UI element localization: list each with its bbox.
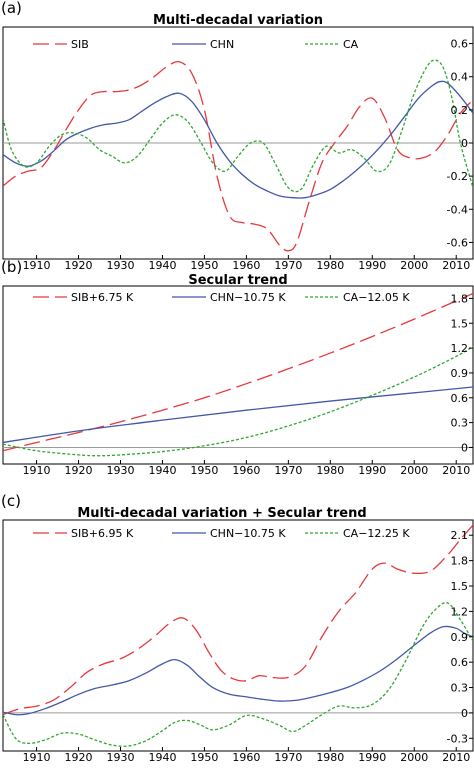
series-line-2 <box>3 80 473 199</box>
y-tick-label: 0.6 <box>451 392 469 405</box>
series-line-3 <box>3 59 473 193</box>
x-tick-label: 1930 <box>107 751 135 764</box>
x-tick-label: 1980 <box>316 751 344 764</box>
x-tick-label: 1970 <box>274 259 302 272</box>
x-tick-label: 1950 <box>190 259 218 272</box>
x-tick-label: 1940 <box>148 259 176 272</box>
x-tick-label: 1990 <box>358 751 386 764</box>
x-tick-label: 1940 <box>148 751 176 764</box>
y-tick-label: 0.9 <box>451 367 469 380</box>
x-tick-label: 1940 <box>148 464 176 477</box>
x-tick-label: 1990 <box>358 464 386 477</box>
chart-title: Secular trend <box>188 273 287 288</box>
panel-label: (b) <box>1 258 22 276</box>
series-line-1 <box>3 292 473 452</box>
x-tick-label: 1950 <box>190 751 218 764</box>
series-line-2 <box>3 386 473 444</box>
y-tick-label: 0 <box>461 137 468 150</box>
y-tick-label: 0.3 <box>451 682 469 695</box>
x-tick-label: 2010 <box>442 464 470 477</box>
series-line-3 <box>3 345 473 457</box>
x-tick-label: 1930 <box>107 464 135 477</box>
y-tick-label: 1.2 <box>451 605 469 618</box>
x-tick-label: 1960 <box>232 259 260 272</box>
y-tick-label: 0.9 <box>451 631 469 644</box>
x-tick-label: 1910 <box>23 464 51 477</box>
x-tick-label: 2000 <box>400 259 428 272</box>
y-tick-label: 1.2 <box>451 342 469 355</box>
panel-label: (a) <box>1 0 22 17</box>
y-tick-label: 0 <box>461 441 468 454</box>
y-tick-label: 0 <box>461 707 468 720</box>
x-tick-label: 1980 <box>316 464 344 477</box>
y-tick-label: 2.1 <box>451 529 469 542</box>
x-tick-label: 1970 <box>274 751 302 764</box>
y-tick-label: 1.8 <box>451 555 469 568</box>
x-tick-label: 1970 <box>274 464 302 477</box>
y-tick-label: 1.5 <box>451 580 469 593</box>
panel-a: (a) Multi-decadal variation SIB CHN CA 191… <box>1 0 474 272</box>
y-tick-label: 0.6 <box>451 38 469 51</box>
y-tick-label: 0.6 <box>451 656 469 669</box>
y-tick-label: 0.3 <box>451 417 469 430</box>
x-tick-label: 1930 <box>107 259 135 272</box>
legend-label-2: CHN <box>210 38 234 51</box>
legend-label-1: SIB+6.75 K <box>71 291 134 304</box>
x-tick-label: 1910 <box>23 259 51 272</box>
y-tick-label: 0.4 <box>451 71 469 84</box>
legend-label-1: SIB+6.95 K <box>71 527 134 540</box>
legend-label-2: CHN−10.75 K <box>210 291 286 304</box>
x-tick-label: 1920 <box>65 751 93 764</box>
series-line-1 <box>3 524 473 716</box>
panel-label: (c) <box>1 492 21 510</box>
x-tick-label: 1990 <box>358 259 386 272</box>
x-tick-label: 2010 <box>442 259 470 272</box>
x-tick-label: 1920 <box>65 464 93 477</box>
panel-b: (b) Secular trend SIB+6.75 K CHN−10.75 K C… <box>1 258 474 477</box>
plot-frame <box>2 519 474 752</box>
y-tick-label: -0.3 <box>447 732 468 745</box>
x-tick-label: 2000 <box>400 751 428 764</box>
x-tick-label: 2000 <box>400 464 428 477</box>
legend-label-1: SIB <box>71 38 89 51</box>
series-line-2 <box>3 625 473 716</box>
y-tick-label: -0.2 <box>447 170 468 183</box>
x-tick-label: 2010 <box>442 751 470 764</box>
x-tick-label: 1950 <box>190 464 218 477</box>
y-tick-label: 0.2 <box>451 104 469 117</box>
y-tick-label: 1.5 <box>451 317 469 330</box>
legend-label-3: CA−12.25 K <box>343 527 410 540</box>
y-tick-label: -0.6 <box>447 236 468 249</box>
plot-frame <box>2 285 474 465</box>
panel-c: (c) Multi-decadal variation + Secular tr… <box>1 492 474 764</box>
x-tick-label: 1910 <box>23 751 51 764</box>
legend-label-2: CHN−10.75 K <box>210 527 286 540</box>
y-tick-label: 1.8 <box>451 292 469 305</box>
x-tick-label: 1960 <box>232 751 260 764</box>
x-tick-label: 1960 <box>232 464 260 477</box>
x-tick-label: 1920 <box>65 259 93 272</box>
legend-label-3: CA−12.05 K <box>343 291 410 304</box>
series-line-3 <box>3 601 473 747</box>
chart-title: Multi-decadal variation <box>153 13 323 28</box>
series-line-1 <box>3 60 473 252</box>
x-tick-label: 1980 <box>316 259 344 272</box>
y-tick-label: -0.4 <box>447 203 468 216</box>
legend-label-3: CA <box>343 38 359 51</box>
chart-title: Multi-decadal variation + Secular trend <box>77 506 366 521</box>
